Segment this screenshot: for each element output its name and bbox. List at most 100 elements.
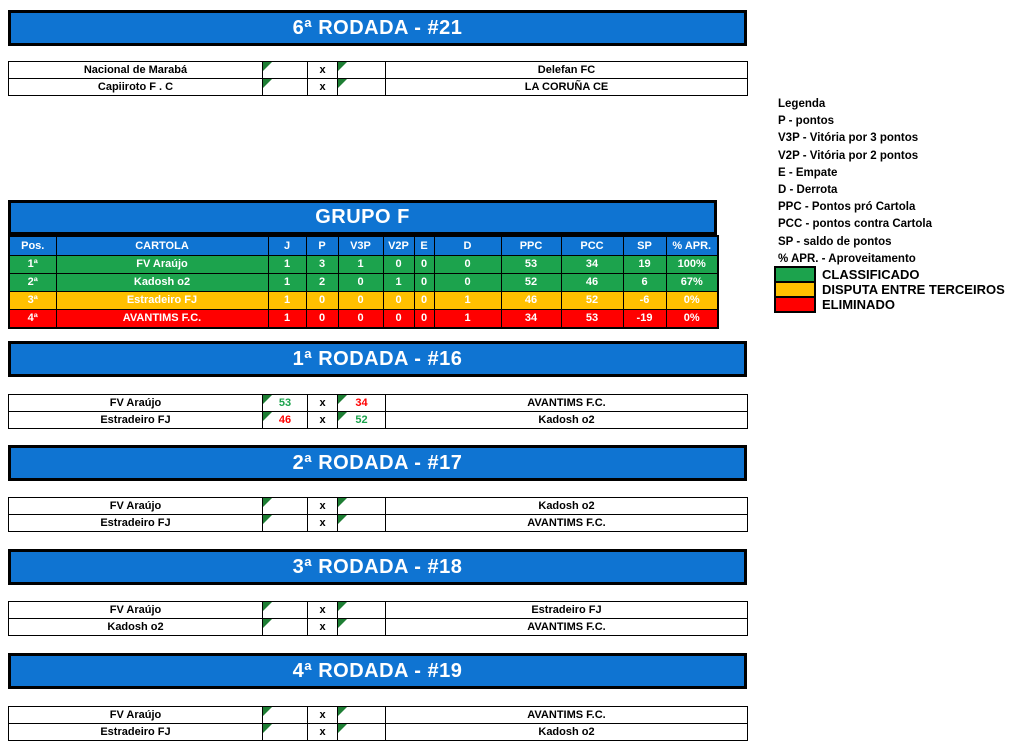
home-score-cell[interactable] [262, 78, 308, 96]
stat-cell-j: 1 [267, 273, 307, 292]
stat-cell-sp: -19 [622, 309, 667, 329]
stat-cell-apr: 0% [665, 291, 719, 310]
round-19-title: 4ª RODADA - #19 [292, 659, 463, 682]
stat-cell-e: 0 [413, 291, 435, 310]
round-18-title-band: 3ª RODADA - #18 [8, 549, 747, 585]
home-score-cell[interactable] [262, 618, 308, 636]
eliminated-color-swatch [774, 295, 816, 313]
home-score-cell[interactable] [262, 514, 308, 532]
stat-cell-ppc: 52 [500, 273, 562, 292]
home-score-cell[interactable] [262, 61, 308, 79]
stat-cell-e: 0 [413, 309, 435, 329]
standings-row-1: 1ª FV Araújo 1 3 1 0 0 0 53 34 19 100% [8, 255, 719, 274]
legend-term-p: P - pontos [778, 115, 835, 128]
team-cell: Estradeiro FJ [55, 291, 269, 310]
away-team-cell: AVANTIMS F.C. [385, 706, 748, 724]
away-team-cell: Kadosh o2 [385, 723, 748, 741]
position-cell: 4ª [8, 309, 57, 329]
home-score-cell[interactable]: 53 [262, 394, 308, 412]
col-header-apr: % APR. [665, 235, 719, 256]
legend-status-classified: CLASSIFICADO [774, 265, 1013, 283]
legend-status-eliminated: ELIMINADO [774, 295, 1013, 313]
legend-term-d: D - Derrota [778, 183, 838, 196]
stat-cell-pcc: 52 [560, 291, 624, 310]
col-header-pcc: PCC [560, 235, 624, 256]
classified-label: CLASSIFICADO [822, 266, 920, 282]
away-score-cell[interactable]: 34 [337, 394, 386, 412]
stat-cell-pcc: 46 [560, 273, 624, 292]
away-team-cell: Delefan FC [385, 61, 748, 79]
stat-cell-d: 0 [433, 255, 502, 274]
match-row: FV Araújo x Estradeiro FJ [8, 601, 748, 619]
home-score-cell[interactable] [262, 601, 308, 619]
stat-cell-p: 3 [305, 255, 339, 274]
legend-term-sp: SP - saldo de pontos [778, 235, 892, 248]
team-cell: Kadosh o2 [55, 273, 269, 292]
away-score-cell[interactable] [337, 706, 386, 724]
away-score-cell[interactable] [337, 61, 386, 79]
stat-cell-apr: 0% [665, 309, 719, 329]
match-row: Estradeiro FJ x AVANTIMS F.C. [8, 514, 748, 532]
away-score-cell[interactable]: 52 [337, 411, 386, 429]
home-score-cell[interactable] [262, 723, 308, 741]
match-row: Capiiroto F . C x LA CORUÑA CE [8, 78, 748, 96]
stat-cell-pcc: 53 [560, 309, 624, 329]
separator-cell: x [307, 78, 338, 96]
stat-cell-ppc: 46 [500, 291, 562, 310]
stat-cell-pcc: 34 [560, 255, 624, 274]
stat-cell-j: 1 [267, 255, 307, 274]
home-team-cell: Estradeiro FJ [8, 514, 263, 532]
col-header-d: D [433, 235, 502, 256]
match-row: FV Araújo 53 x 34 AVANTIMS F.C. [8, 394, 748, 412]
standings-row-2: 2ª Kadosh o2 1 2 0 1 0 0 52 46 6 67% [8, 273, 719, 292]
home-team-cell: Estradeiro FJ [8, 411, 263, 429]
stat-cell-ppc: 34 [500, 309, 562, 329]
standings-row-4: 4ª AVANTIMS F.C. 1 0 0 0 0 1 34 53 -19 0… [8, 309, 719, 329]
match-row: Kadosh o2 x AVANTIMS F.C. [8, 618, 748, 636]
away-score-cell[interactable] [337, 723, 386, 741]
home-team-cell: Nacional de Marabá [8, 61, 263, 79]
home-team-cell: FV Araújo [8, 497, 263, 515]
away-team-cell: Estradeiro FJ [385, 601, 748, 619]
stat-cell-j: 1 [267, 309, 307, 329]
stat-cell-j: 1 [267, 291, 307, 310]
separator-cell: x [307, 618, 338, 636]
stat-cell-sp: 19 [622, 255, 667, 274]
away-score-cell[interactable] [337, 618, 386, 636]
match-row: FV Araújo x AVANTIMS F.C. [8, 706, 748, 724]
away-team-cell: AVANTIMS F.C. [385, 618, 748, 636]
round-18-title: 3ª RODADA - #18 [292, 555, 463, 578]
away-team-cell: AVANTIMS F.C. [385, 394, 748, 412]
home-score-cell[interactable] [262, 706, 308, 724]
col-header-pos: Pos. [8, 235, 57, 256]
home-team-cell: FV Araújo [8, 601, 263, 619]
legend-term-e: E - Empate [778, 166, 838, 179]
stat-cell-e: 0 [413, 255, 435, 274]
stat-cell-v2p: 0 [382, 255, 415, 274]
away-score-cell[interactable] [337, 497, 386, 515]
round-18-match-table: FV Araújo x Estradeiro FJ Kadosh o2 x AV… [8, 601, 748, 636]
away-team-cell: AVANTIMS F.C. [385, 514, 748, 532]
dispute-label: DISPUTA ENTRE TERCEIROS [822, 281, 1005, 297]
round-17-match-table: FV Araújo x Kadosh o2 Estradeiro FJ x AV… [8, 497, 748, 532]
round-21-title: 6ª RODADA - #21 [292, 16, 463, 39]
stat-cell-p: 2 [305, 273, 339, 292]
stat-cell-v2p: 1 [382, 273, 415, 292]
separator-cell: x [307, 497, 338, 515]
legend-term-v3p: V3P - Vitória por 3 pontos [778, 132, 919, 145]
stat-cell-p: 0 [305, 309, 339, 329]
home-score-cell[interactable]: 46 [262, 411, 308, 429]
away-score-cell[interactable] [337, 514, 386, 532]
away-score-cell[interactable] [337, 78, 386, 96]
away-team-cell: Kadosh o2 [385, 411, 748, 429]
stat-cell-e: 0 [413, 273, 435, 292]
home-team-cell: FV Araújo [8, 394, 263, 412]
stat-cell-v3p: 0 [337, 273, 384, 292]
home-score-cell[interactable] [262, 497, 308, 515]
away-score-cell[interactable] [337, 601, 386, 619]
legend-term-v2p: V2P - Vitória por 2 pontos [778, 149, 919, 162]
position-cell: 2ª [8, 273, 57, 292]
eliminated-label: ELIMINADO [822, 296, 895, 312]
col-header-sp: SP [622, 235, 667, 256]
match-row: Estradeiro FJ 46 x 52 Kadosh o2 [8, 411, 748, 429]
